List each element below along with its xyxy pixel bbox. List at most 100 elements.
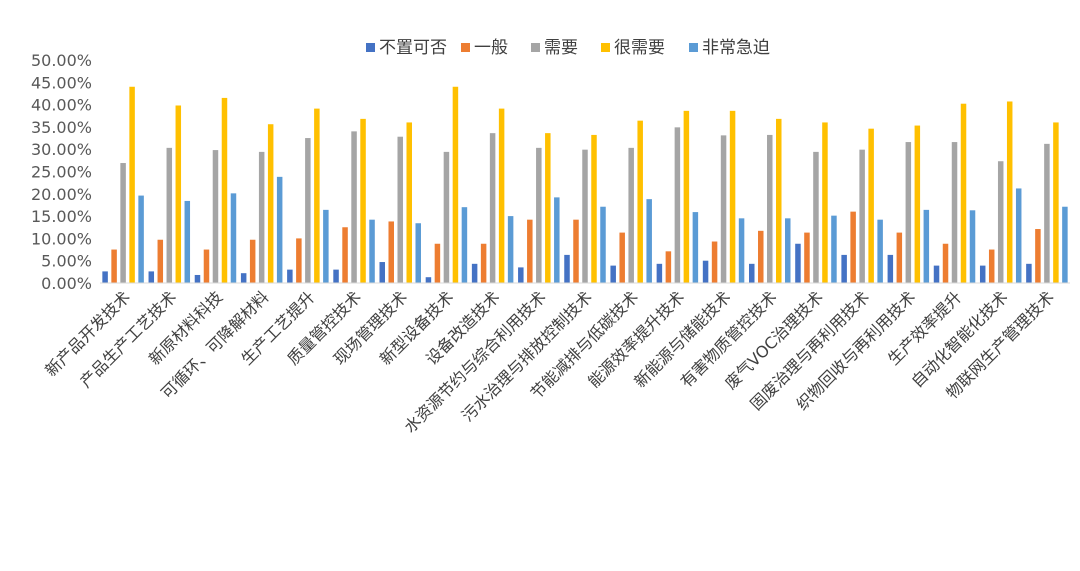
bar (905, 142, 912, 283)
bar (1062, 206, 1068, 283)
bar (702, 260, 709, 283)
bar (887, 254, 894, 283)
bar (979, 265, 986, 283)
y-tick-label: 5.00% (41, 252, 92, 271)
bar (951, 142, 958, 283)
bar (914, 125, 921, 283)
bar (249, 239, 256, 283)
bar (711, 241, 718, 283)
bar (933, 265, 940, 283)
bar (988, 249, 995, 283)
bar (868, 128, 874, 283)
bar (564, 254, 570, 283)
category-group (610, 120, 652, 283)
bar (692, 212, 699, 283)
bar (795, 243, 801, 283)
bar (527, 219, 533, 283)
bar (1026, 263, 1032, 283)
bar (1015, 188, 1022, 283)
bar (1044, 143, 1050, 283)
bar (498, 108, 505, 283)
bar (258, 151, 265, 283)
category-group (979, 101, 1022, 283)
y-axis: 0.00% 5.00% 10.00% 15.00% 20.00% 25.00% 30.00%… (31, 51, 92, 293)
bar (822, 122, 828, 283)
bar (804, 232, 810, 283)
category-group (656, 110, 699, 283)
legend-label: 需要 (544, 38, 578, 58)
legend-swatch (461, 43, 470, 52)
bar (674, 127, 681, 283)
bar (203, 249, 210, 283)
bar (850, 211, 856, 283)
bar (184, 200, 191, 283)
bar (749, 263, 755, 283)
y-tick-label: 20.00% (31, 185, 92, 204)
bar (683, 110, 690, 283)
bar (452, 86, 459, 283)
y-tick-label: 50.00% (31, 51, 92, 70)
bar (877, 219, 883, 283)
bar (305, 138, 311, 283)
bar (443, 151, 450, 283)
bar (267, 124, 274, 283)
bar (767, 134, 773, 283)
bar (369, 219, 375, 283)
category-group (887, 125, 930, 283)
bar (738, 218, 745, 283)
category-group (702, 110, 745, 283)
bar (480, 243, 487, 283)
bar (813, 151, 819, 283)
bar (831, 215, 837, 283)
bar (637, 120, 643, 283)
bar (397, 136, 403, 283)
legend-swatch (689, 43, 698, 52)
bar (379, 262, 385, 283)
bar (276, 176, 283, 283)
category-group (379, 122, 421, 283)
bar (333, 269, 339, 283)
bar (120, 163, 126, 283)
category-group (564, 134, 606, 283)
category-group (102, 86, 144, 283)
bar (600, 206, 606, 283)
category-group (518, 133, 560, 283)
bar (1006, 101, 1013, 283)
legend: 不置可否 一般 需要 很需要 非常急迫 (366, 38, 770, 58)
legend-item: 很需要 (601, 38, 665, 58)
bar (969, 210, 976, 283)
category-group (333, 118, 375, 284)
y-tick-label: 25.00% (31, 163, 92, 182)
legend-item: 一般 (461, 38, 508, 58)
bar (619, 232, 625, 283)
bar (406, 122, 412, 283)
bar (489, 133, 496, 283)
legend-item: 不置可否 (366, 38, 447, 58)
bar (425, 277, 432, 283)
x-axis: 新产品开发技术产品生产工艺技术新原材料科技可循环、可降解材料生产工艺提升质量管控… (41, 287, 1057, 436)
bar (166, 147, 173, 283)
bar (323, 209, 329, 283)
bar (758, 230, 764, 283)
bar (212, 150, 219, 283)
category-group (841, 128, 883, 283)
category-group (287, 108, 329, 283)
bar (859, 149, 865, 283)
category-group (749, 118, 791, 284)
bar (434, 243, 441, 283)
y-tick-label: 45.00% (31, 73, 92, 92)
legend-swatch (531, 43, 540, 52)
y-tick-label: 40.00% (31, 96, 92, 115)
category-group (933, 103, 976, 284)
legend-label: 不置可否 (379, 38, 447, 58)
bar (646, 199, 652, 283)
category-group (194, 97, 237, 283)
bar (841, 254, 847, 283)
bar (287, 269, 293, 283)
bar (111, 249, 117, 283)
legend-label: 非常急迫 (702, 38, 770, 58)
bar (591, 134, 597, 283)
bar (610, 265, 616, 283)
bar (240, 273, 247, 283)
bar (157, 239, 164, 283)
